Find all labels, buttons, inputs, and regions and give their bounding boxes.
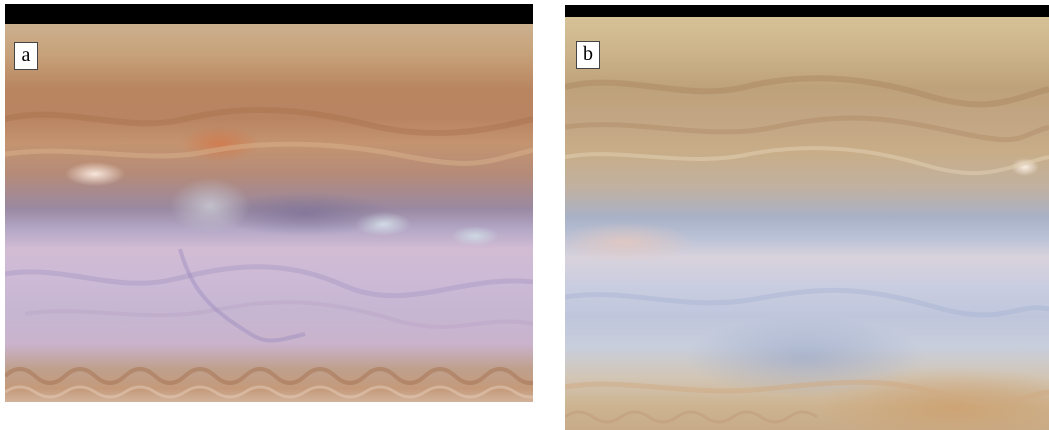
jupiter-cloud-bands — [565, 17, 1049, 430]
jupiter-cloud-bands — [5, 24, 533, 402]
cloud-swirls — [5, 106, 533, 399]
jupiter-image-panel-b: b — [565, 5, 1049, 430]
jupiter-image-panel-a: a — [5, 4, 533, 402]
space-background — [565, 5, 1049, 19]
panel-label-b: b — [576, 41, 600, 69]
cloud-swirls — [565, 75, 1049, 424]
panel-label-a: a — [14, 42, 38, 70]
